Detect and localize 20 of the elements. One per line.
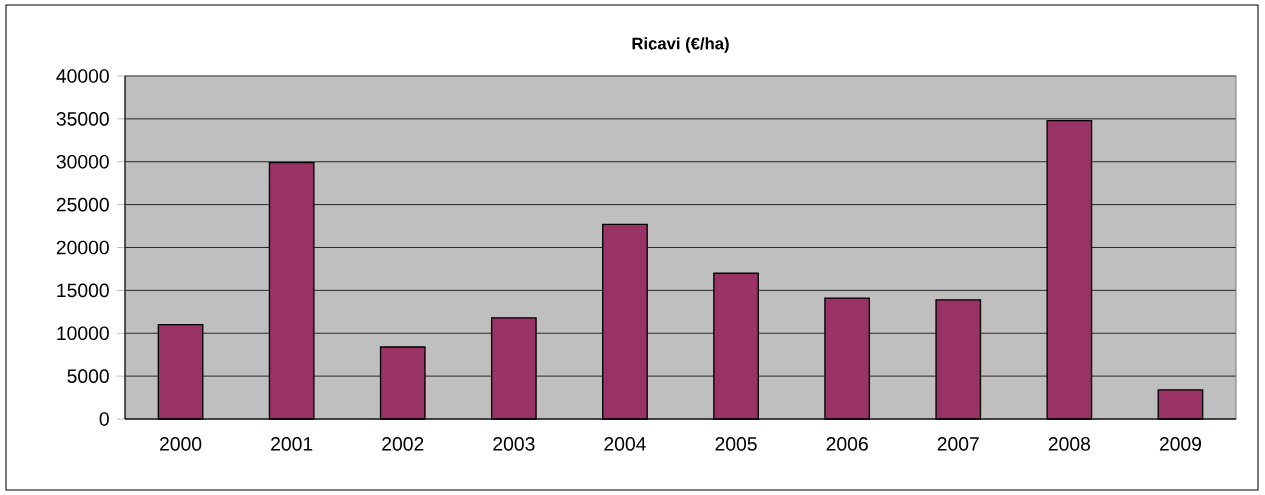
y-tick-label: 5000 — [67, 369, 109, 383]
y-tick-label: 0 — [99, 412, 109, 426]
y-tick-label: 35000 — [56, 112, 109, 126]
x-tick-label: 2006 — [826, 437, 868, 451]
y-tick-label: 10000 — [57, 326, 109, 341]
x-tick-label: 2009 — [1159, 437, 1202, 451]
x-tick-label: 2008 — [1048, 437, 1091, 451]
y-tick-label: 15000 — [57, 283, 109, 298]
y-tick-label: 30000 — [56, 154, 109, 169]
y-tick-label: 40000 — [56, 69, 109, 83]
x-tick-label: 2004 — [604, 437, 646, 451]
y-tick-label: 20000 — [56, 240, 109, 255]
x-tick-label: 2007 — [937, 437, 979, 451]
x-tick-label: 2005 — [715, 437, 757, 451]
x-tick-label: 2003 — [493, 437, 535, 451]
x-tick-label: 2001 — [271, 437, 313, 451]
chart-title: Ricavi (€/ha) — [632, 37, 729, 53]
y-tick-label: 25000 — [56, 197, 109, 212]
x-tick-label: 2000 — [160, 437, 202, 451]
x-tick-label: 2002 — [382, 437, 424, 451]
